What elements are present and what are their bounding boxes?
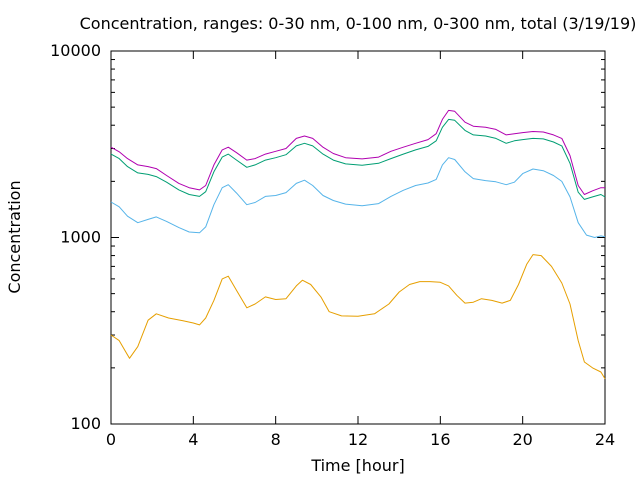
y-tick-label: 100: [70, 414, 101, 433]
series-line-3: [110, 118, 606, 200]
x-tick-label: 20: [512, 430, 532, 449]
x-tick-label: 8: [271, 430, 281, 449]
x-tick-label: 12: [348, 430, 368, 449]
x-tick-label: 24: [595, 430, 615, 449]
series-line-1: [110, 254, 606, 379]
x-tick-label: 4: [188, 430, 198, 449]
series-line-2: [110, 157, 606, 238]
x-tick-label: 16: [430, 430, 450, 449]
y-tick-label: 1000: [60, 228, 101, 247]
y-axis-label: Concentration: [5, 180, 24, 293]
x-axis-label: Time [hour]: [310, 456, 404, 475]
x-axis: 0 4 8 12 16 20 24: [106, 51, 615, 449]
x-tick-label: 0: [106, 430, 116, 449]
y-axis: 100 1000 10000: [50, 41, 605, 433]
chart-title: Concentration, ranges: 0-30 nm, 0-100 nm…: [80, 14, 637, 33]
plot-area: [110, 109, 606, 379]
series-line-4: [110, 109, 605, 195]
plot-frame: [110, 50, 606, 425]
y-tick-label: 10000: [50, 41, 101, 60]
